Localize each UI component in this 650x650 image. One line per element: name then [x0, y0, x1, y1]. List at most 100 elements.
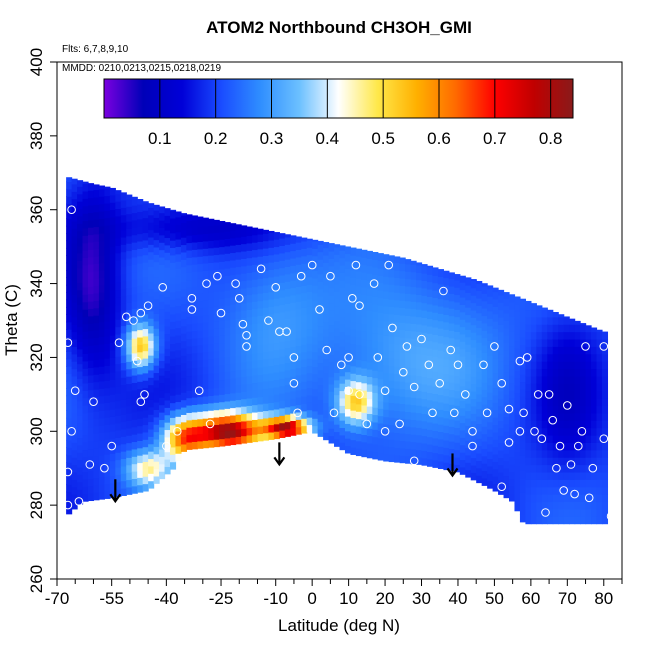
- observation-point: [497, 379, 507, 388]
- heat-cell: [66, 476, 73, 485]
- heat-cell: [208, 424, 215, 433]
- heat-cell: [137, 403, 144, 412]
- heat-cell: [120, 443, 127, 452]
- heat-cell: [87, 308, 95, 317]
- heat-cell: [448, 300, 455, 309]
- heat-cell: [536, 457, 543, 466]
- heat-cell: [547, 398, 554, 407]
- heat-cell: [71, 257, 78, 266]
- heat-cell: [131, 382, 138, 391]
- heat-cell: [388, 291, 395, 300]
- heat-cell: [180, 392, 188, 401]
- heat-cell: [372, 429, 379, 438]
- observation-point: [56, 297, 65, 307]
- heat-cell: [268, 409, 275, 418]
- heat-cell: [328, 273, 335, 282]
- heat-cell: [530, 361, 537, 370]
- heat-cell: [82, 235, 89, 244]
- heat-cell: [426, 458, 434, 467]
- heat-cell: [416, 294, 423, 303]
- heat-cell: [241, 324, 248, 333]
- heat-cell: [323, 284, 330, 293]
- heat-cell: [328, 339, 335, 348]
- heat-cell: [498, 331, 505, 340]
- heat-cell: [481, 344, 488, 353]
- heat-cell: [87, 264, 95, 273]
- heat-cell: [170, 402, 177, 411]
- heat-cell: [71, 294, 78, 303]
- heat-cell: [476, 393, 483, 402]
- heat-cell: [465, 284, 472, 293]
- heat-cell: [361, 397, 368, 406]
- heat-cell: [202, 359, 209, 367]
- heat-cell: [432, 430, 439, 439]
- heat-cell: [290, 353, 297, 362]
- heat-cell: [481, 285, 488, 294]
- heat-cell: [66, 402, 73, 411]
- heat-cell: [399, 285, 406, 294]
- heat-cell: [93, 366, 100, 375]
- heat-cell: [306, 409, 313, 418]
- heat-cell: [377, 378, 384, 387]
- heat-cell: [213, 416, 220, 425]
- heat-cell: [219, 327, 226, 336]
- heat-cell: [262, 240, 270, 249]
- heat-cell: [252, 434, 259, 443]
- heat-cell: [601, 405, 609, 414]
- heat-cell: [87, 293, 95, 302]
- heat-cell: [596, 405, 603, 414]
- heat-cell: [224, 231, 231, 239]
- heat-cell: [98, 321, 105, 330]
- heat-cell: [98, 388, 105, 397]
- heat-cell: [82, 257, 89, 266]
- heat-cell: [601, 383, 609, 392]
- heat-cell: [334, 438, 341, 447]
- heat-cell: [487, 347, 494, 356]
- heat-cell: [197, 344, 204, 353]
- heat-cell: [541, 471, 548, 480]
- heat-cell: [126, 353, 133, 362]
- heat-cell: [410, 441, 417, 450]
- heat-cell: [416, 412, 423, 421]
- heat-cell: [585, 494, 592, 503]
- heat-cell: [547, 309, 554, 318]
- observation-point: [351, 260, 361, 270]
- heat-cell: [405, 271, 412, 280]
- heat-cell: [312, 285, 319, 294]
- heat-cell: [361, 286, 368, 295]
- heat-cell: [109, 209, 116, 218]
- heat-cell: [164, 259, 171, 268]
- heat-cell: [180, 213, 188, 216]
- heat-cell: [530, 390, 537, 399]
- heat-cell: [503, 357, 510, 366]
- heat-cell: [377, 437, 384, 446]
- heat-cell: [126, 479, 133, 488]
- heat-cell: [574, 508, 581, 517]
- heat-cell: [191, 271, 198, 280]
- heat-cell: [66, 366, 73, 375]
- heat-cell: [552, 398, 559, 407]
- heat-cell: [476, 401, 483, 410]
- observation-point: [63, 500, 73, 510]
- heat-cell: [66, 306, 73, 315]
- heat-cell: [530, 420, 537, 429]
- heat-cell: [175, 312, 182, 321]
- heat-cell: [601, 361, 609, 370]
- heat-cell: [377, 341, 384, 350]
- heat-cell: [87, 249, 95, 258]
- heat-cell: [481, 396, 488, 405]
- heat-cell: [350, 350, 357, 359]
- heat-cell: [503, 386, 510, 395]
- heat-cell: [328, 243, 335, 252]
- heat-cell: [443, 380, 450, 389]
- heat-cell: [175, 216, 182, 225]
- heat-cell: [306, 424, 313, 433]
- heat-cell: [120, 288, 127, 297]
- heat-cell: [295, 315, 302, 324]
- heat-cell: [372, 436, 379, 445]
- heat-cell: [186, 360, 193, 369]
- heat-cell: [252, 338, 259, 347]
- heat-cell: [109, 246, 116, 255]
- heat-cell: [279, 304, 286, 313]
- heat-cell: [569, 479, 576, 488]
